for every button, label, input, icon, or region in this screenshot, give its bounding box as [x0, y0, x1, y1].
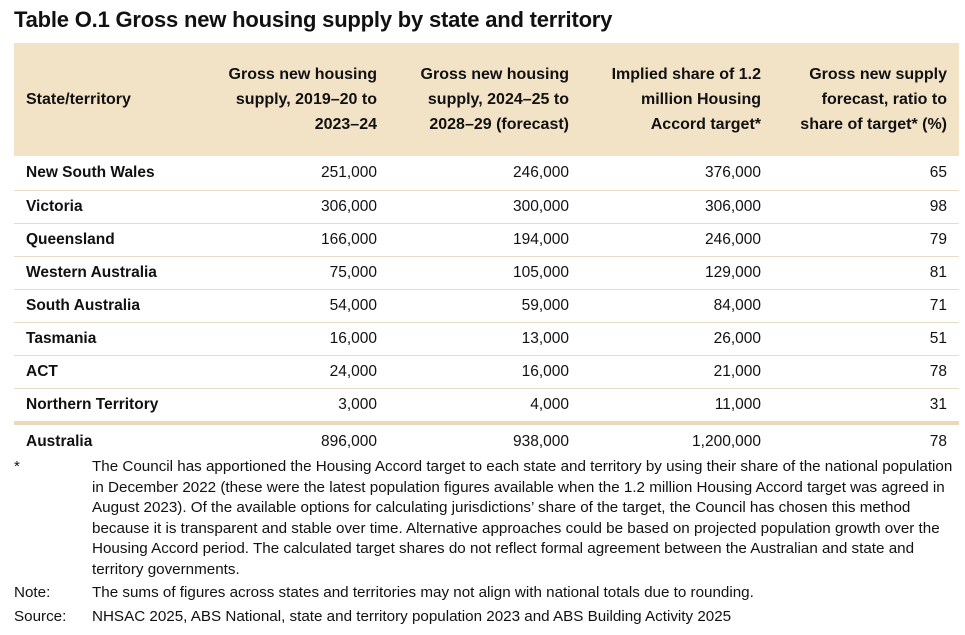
supply-past-cell: 54,000: [197, 289, 389, 323]
table-row: Tasmania 16,000 13,000 26,000 51: [14, 322, 959, 356]
supply-past-cell: 251,000: [197, 156, 389, 191]
total-supply-past-cell: 896,000: [320, 432, 377, 450]
table-row: Western Australia 75,000 105,000 129,000 81: [14, 256, 959, 290]
table-row: ACT 24,000 16,000 21,000 78: [14, 355, 959, 389]
table-row: Queensland 166,000 194,000 246,000 79: [14, 223, 959, 257]
housing-supply-table: State/territory Gross new housing supply…: [14, 43, 959, 458]
note-text: The Council has apportioned the Housing …: [92, 458, 953, 578]
table-title: Table O.1 Gross new housing supply by st…: [14, 7, 613, 32]
supply-forecast-cell: 194,000: [389, 223, 581, 257]
supply-past-cell: 306,000: [197, 190, 389, 224]
total-target-share-cell: 1,200,000: [692, 432, 761, 450]
state-cell: Queensland: [14, 223, 197, 257]
supply-forecast-cell: 4,000: [389, 388, 581, 425]
note-text: NHSAC 2025, ABS National, state and terr…: [92, 607, 732, 625]
note-row: * The Council has apportioned the Housing…: [14, 457, 959, 580]
ratio-cell: 98: [773, 190, 959, 224]
supply-forecast-cell: 13,000: [389, 322, 581, 356]
ratio-cell: 81: [773, 256, 959, 290]
supply-past-cell: 24,000: [197, 355, 389, 389]
column-header-supply-forecast: Gross new housing supply, 2024–25 to 202…: [420, 66, 569, 133]
table-row: South Australia 54,000 59,000 84,000 71: [14, 289, 959, 323]
total-supply-forecast-cell: 938,000: [512, 432, 569, 450]
target-share-cell: 129,000: [581, 256, 773, 290]
target-share-cell: 246,000: [581, 223, 773, 257]
target-share-cell: 376,000: [581, 156, 773, 191]
supply-forecast-cell: 300,000: [389, 190, 581, 224]
table-row: New South Wales 251,000 246,000 376,000 65: [14, 156, 959, 191]
supply-past-cell: 3,000: [197, 388, 389, 425]
state-cell: New South Wales: [14, 156, 197, 191]
table-row: Northern Territory 3,000 4,000 11,000 31: [14, 388, 959, 425]
state-cell: Tasmania: [14, 322, 197, 356]
table-row: Victoria 306,000 300,000 306,000 98: [14, 190, 959, 224]
column-header-target-share: Implied share of 1.2 million Housing Acc…: [611, 66, 761, 133]
ratio-cell: 79: [773, 223, 959, 257]
header-row: State/territory Gross new housing supply…: [14, 43, 959, 156]
supply-past-cell: 16,000: [197, 322, 389, 356]
state-cell: South Australia: [14, 289, 197, 323]
supply-forecast-cell: 59,000: [389, 289, 581, 323]
ratio-cell: 71: [773, 289, 959, 323]
supply-past-cell: 75,000: [197, 256, 389, 290]
note-key: Note:: [14, 584, 51, 601]
state-cell: Northern Territory: [14, 388, 197, 425]
supply-forecast-cell: 246,000: [389, 156, 581, 191]
column-header-ratio: Gross new supply forecast, ratio to shar…: [800, 66, 947, 133]
total-ratio-cell: 78: [929, 432, 947, 450]
target-share-cell: 306,000: [581, 190, 773, 224]
ratio-cell: 31: [773, 388, 959, 425]
note-row: Note: The sums of figures across states a…: [14, 583, 959, 604]
state-cell: Western Australia: [14, 256, 197, 290]
supply-forecast-cell: 105,000: [389, 256, 581, 290]
total-state-cell: Australia: [26, 432, 93, 450]
ratio-cell: 51: [773, 322, 959, 356]
note-text: The sums of figures across states and te…: [92, 584, 754, 601]
column-header-state: State/territory: [26, 91, 131, 108]
target-share-cell: 26,000: [581, 322, 773, 356]
table-notes: * The Council has apportioned the Housing…: [14, 457, 959, 630]
note-row: Source: NHSAC 2025, ABS National, state a…: [14, 607, 959, 628]
target-share-cell: 84,000: [581, 289, 773, 323]
target-share-cell: 11,000: [581, 388, 773, 425]
note-key: *: [14, 458, 20, 475]
supply-forecast-cell: 16,000: [389, 355, 581, 389]
note-key: Source:: [14, 607, 67, 625]
column-header-supply-past: Gross new housing supply, 2019–20 to 202…: [228, 66, 377, 133]
ratio-cell: 78: [773, 355, 959, 389]
state-cell: ACT: [14, 355, 197, 389]
ratio-cell: 65: [773, 156, 959, 191]
target-share-cell: 21,000: [581, 355, 773, 389]
supply-past-cell: 166,000: [197, 223, 389, 257]
total-row: Australia 896,000 938,000 1,200,000 78: [14, 423, 959, 458]
state-cell: Victoria: [14, 190, 197, 224]
